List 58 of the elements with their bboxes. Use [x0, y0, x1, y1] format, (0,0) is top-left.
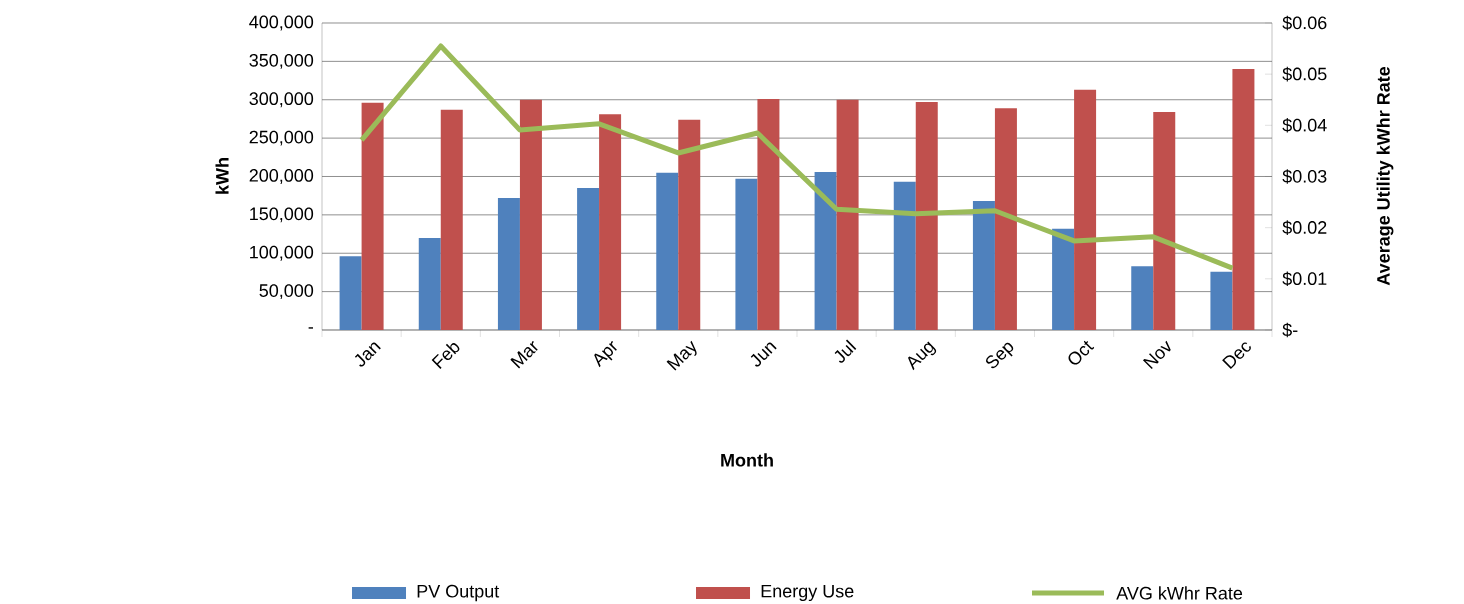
- y2-tick-label: $0.02: [1282, 220, 1327, 235]
- bar: [497, 197, 520, 330]
- y-tick-label: 350,000: [249, 53, 314, 69]
- x-tick-label: Feb: [431, 343, 460, 369]
- legend-label: AVG kWhr Rate: [1116, 586, 1243, 600]
- x-tick-label: Nov: [1142, 340, 1171, 370]
- bar: [1232, 69, 1255, 330]
- bar: [519, 99, 542, 330]
- x-tick-label: Mar: [510, 340, 538, 369]
- y-axis-title: kWh: [215, 158, 229, 194]
- x-tick-label: Dec: [1222, 342, 1251, 370]
- legend-label: PV Output: [417, 584, 500, 602]
- bar: [361, 102, 384, 330]
- bar: [972, 201, 995, 330]
- y2-tick-label: $0.05: [1282, 66, 1327, 82]
- x-tick-label: Jul: [834, 339, 857, 363]
- x-tick-label: Jun: [750, 342, 777, 367]
- y2-axis-title: Average Utility kWhr Rate: [1376, 66, 1394, 286]
- bar: [1074, 89, 1097, 330]
- bar: [893, 181, 916, 330]
- y2-tick-label: $0.06: [1282, 15, 1327, 31]
- y-tick-label: 150,000: [250, 207, 314, 223]
- bar: [735, 178, 758, 330]
- x-tick-label: Aug: [908, 341, 937, 371]
- x-tick-label: Oct: [1068, 340, 1095, 365]
- y-tick-label: -: [308, 327, 314, 329]
- x-tick-label: Jan: [354, 342, 381, 367]
- bar: [339, 256, 362, 330]
- bar: [836, 99, 859, 330]
- x-tick-label: May: [666, 340, 697, 371]
- bar: [814, 171, 837, 330]
- y-tick-label: 400,000: [249, 15, 314, 31]
- bar: [915, 102, 938, 330]
- y2-tick-label: $0.03: [1282, 169, 1327, 184]
- x-axis-title: Month: [721, 453, 773, 467]
- y-tick-label: 200,000: [249, 169, 314, 184]
- bar: [577, 188, 600, 330]
- y2-tick-label: $-: [1282, 322, 1298, 338]
- y-tick-label: 300,000: [249, 92, 314, 108]
- bar: [1153, 112, 1176, 330]
- bar: [440, 109, 463, 330]
- y2-tick-label: $0.01: [1282, 271, 1327, 287]
- bar: [1052, 228, 1075, 330]
- bar: [994, 108, 1017, 330]
- bar: [656, 172, 679, 330]
- bar: [1210, 271, 1233, 330]
- bar: [757, 98, 780, 330]
- bar: [418, 237, 441, 330]
- bar: [599, 114, 622, 330]
- legend-label: Energy Use: [761, 584, 854, 602]
- y-tick-label: 100,000: [250, 245, 314, 261]
- y-tick-label: 50,000: [259, 284, 314, 300]
- bar: [678, 119, 701, 330]
- x-tick-label: Sep: [986, 342, 1014, 369]
- x-tick-label: Apr: [594, 340, 617, 368]
- bar: [1131, 266, 1154, 330]
- y2-tick-label: $0.04: [1282, 118, 1327, 133]
- y-tick-label: 250,000: [249, 130, 314, 146]
